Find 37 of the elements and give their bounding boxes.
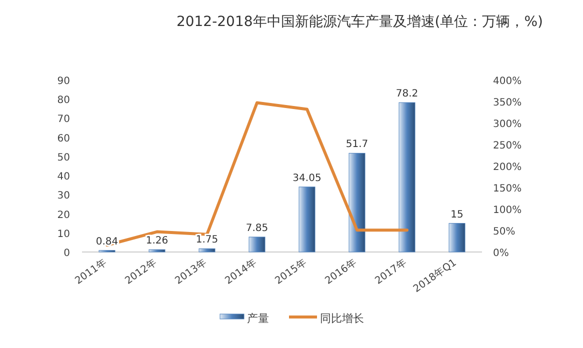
data-label: 1.75: [196, 234, 218, 246]
legend-label: 产量: [247, 312, 269, 325]
y2-tick-label: 50%: [493, 226, 516, 238]
y-tick-label: 10: [57, 228, 70, 240]
y-tick-label: 50: [57, 152, 70, 164]
bar: [448, 223, 466, 252]
data-label: 7.85: [246, 223, 268, 234]
data-label: 51.7: [346, 139, 368, 150]
bar: [148, 249, 166, 252]
bar: [348, 152, 366, 252]
y-tick-label: 0: [64, 248, 70, 259]
y2-tick-label: 250%: [493, 140, 522, 152]
bar: [198, 248, 216, 252]
data-label: 34.05: [292, 172, 322, 184]
data-label: 78.2: [396, 88, 418, 100]
y2-tick-label: 100%: [493, 205, 522, 216]
bar: [248, 236, 266, 252]
y-tick-label: 60: [57, 133, 70, 144]
y2-tick-label: 300%: [493, 119, 522, 130]
y2-tick-label: 400%: [493, 76, 522, 87]
y2-tick-label: 0%: [493, 248, 509, 259]
data-label: 0.84: [96, 236, 118, 248]
y2-tick-label: 150%: [493, 184, 522, 194]
y-tick-label: 30: [57, 190, 70, 202]
legend-label: 同比增长: [320, 312, 364, 325]
y-tick-label: 90: [57, 76, 70, 87]
y-tick-label: 20: [57, 210, 70, 221]
y-tick-label: 70: [57, 114, 70, 126]
data-label: 15: [450, 209, 464, 220]
bar: [398, 102, 416, 252]
y2-tick-label: 200%: [493, 162, 522, 173]
y-tick-label: 80: [57, 95, 70, 106]
y-tick-label: 40: [57, 172, 70, 183]
chart-title: 2012-2018年中国新能源汽车产量及增速(单位：万辆，%): [176, 14, 543, 30]
bar: [298, 186, 316, 252]
data-label: 1.26: [146, 236, 168, 247]
y2-tick-label: 350%: [493, 98, 522, 108]
